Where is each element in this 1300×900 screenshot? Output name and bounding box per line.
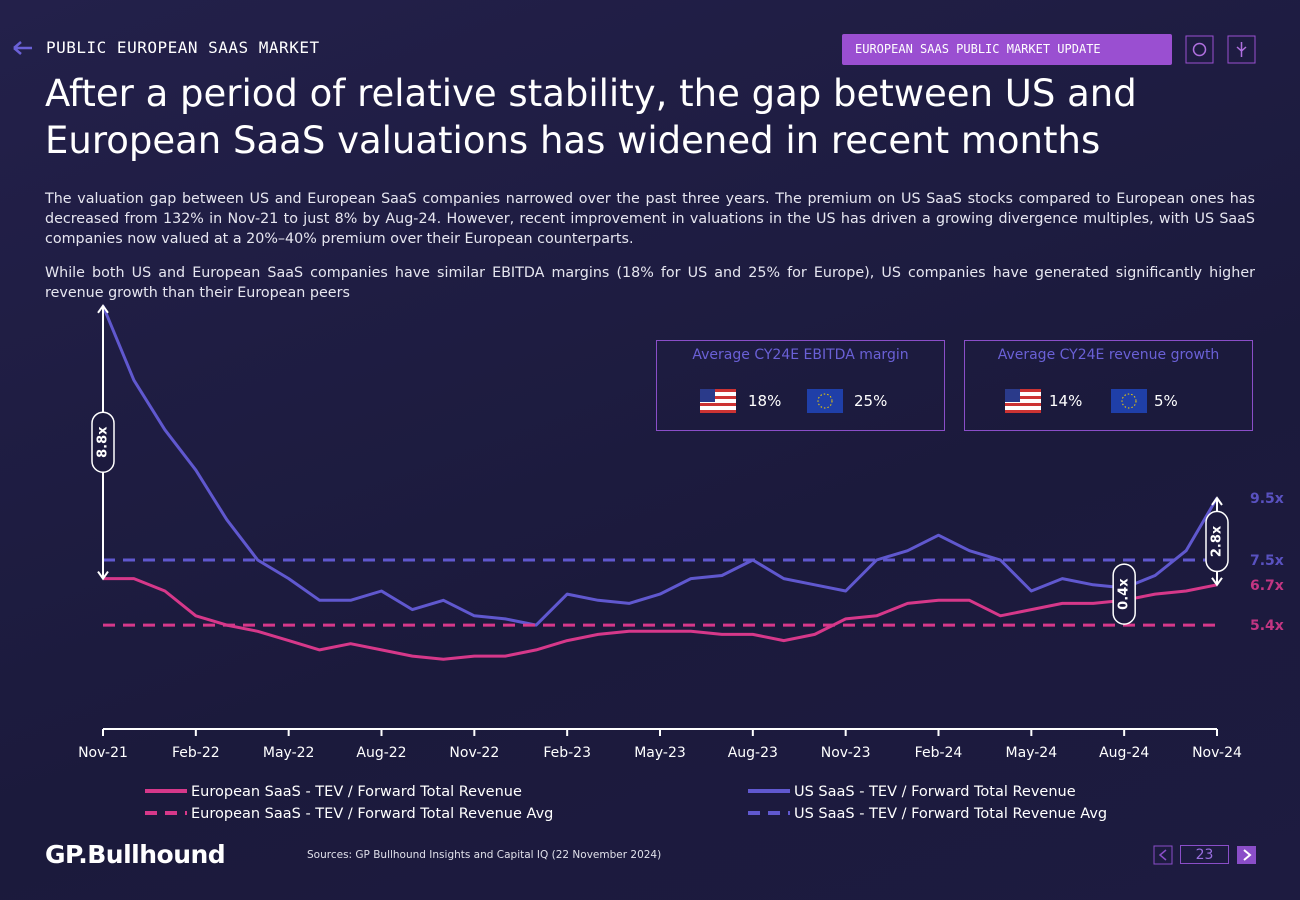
update-button[interactable]: EUROPEAN SAAS PUBLIC MARKET UPDATE — [842, 34, 1172, 65]
stat-title: Average CY24E EBITDA margin — [692, 347, 909, 363]
network-glyph — [1192, 42, 1207, 57]
network-icon[interactable] — [1185, 35, 1214, 64]
slide-title: After a period of relative stability, th… — [45, 72, 1137, 162]
next-button[interactable] — [1237, 846, 1256, 864]
usb-icon[interactable] — [1227, 35, 1256, 64]
eu-flag — [1111, 389, 1147, 413]
page-number: 23 — [1180, 845, 1229, 864]
source: Sources: GP Bullhound Insights and Capit… — [307, 849, 662, 861]
paragraph: While both US and European SaaS companie… — [45, 265, 1255, 301]
stat-value: 14% — [1049, 392, 1083, 410]
usb-glyph — [1236, 42, 1247, 57]
back-label[interactable]: PUBLIC EUROPEAN SAAS MARKET — [46, 38, 320, 57]
eu-flag — [807, 389, 843, 413]
logo[interactable]: GP.Bullhound — [45, 840, 226, 869]
stat-box: Average CY24E revenue growth 14% 5% — [964, 340, 1253, 431]
next-glyph — [1243, 849, 1252, 861]
us-flag — [1005, 389, 1041, 413]
paragraph: The valuation gap between US and Europea… — [45, 191, 1255, 247]
stat-box: Average CY24E EBITDA margin 18% 25% — [656, 340, 945, 431]
stat-value: 18% — [748, 392, 782, 410]
stat-title: Average CY24E revenue growth — [997, 347, 1220, 363]
back-arrow[interactable] — [13, 41, 32, 55]
us-flag — [700, 389, 736, 413]
stat-value: 25% — [854, 392, 888, 410]
prev-glyph — [1158, 849, 1167, 861]
stat-value: 5% — [1154, 392, 1178, 410]
prev-button[interactable] — [1153, 845, 1173, 865]
